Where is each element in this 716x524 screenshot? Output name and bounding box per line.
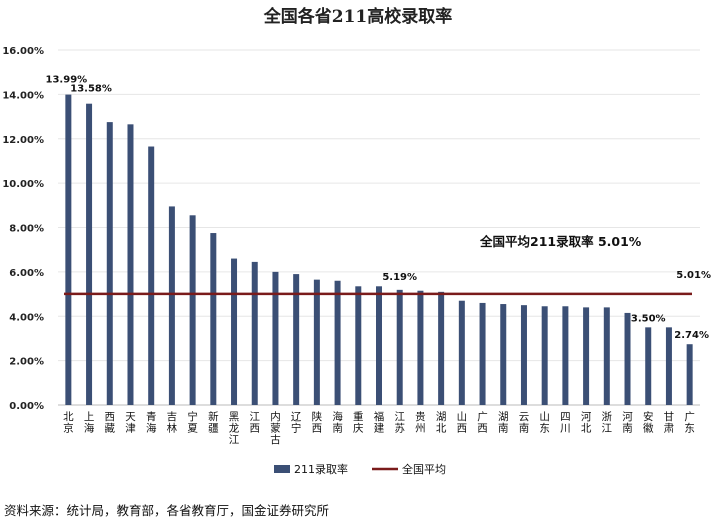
x-tick-label: 山西 [457,411,468,435]
x-tick-label: 黑龙江 [229,411,240,446]
bar [417,290,424,405]
bar [86,103,93,405]
bar [562,306,569,405]
x-axis-labels: 北京上海西藏天津青海吉林宁夏新疆黑龙江江西内蒙古辽宁陕西海南重庆福建江苏贵州湖北… [63,410,695,446]
bar-series [65,94,693,406]
x-tick-label: 青海 [146,410,157,435]
x-tick-label: 安徽 [643,410,654,435]
average-annotation: 全国平均211录取率 5.01% [479,234,642,249]
bar [479,302,486,405]
bar [396,289,403,405]
chart: 全国各省211高校录取率 0.00% 2.00% 4.00% 6.00% 8.00% 10… [2,6,711,476]
bar [583,307,590,405]
gridlines [58,49,700,406]
x-tick-label: 新疆 [208,410,219,435]
x-tick-label: 福建 [374,410,385,435]
bar [168,206,175,405]
x-tick-label: 江西 [249,411,260,435]
y-tick-label: 6.00% [9,268,44,279]
x-tick-label: 吉林 [167,411,178,435]
bar [645,327,652,405]
chart-title: 全国各省211高校录取率 [263,6,453,27]
bar [376,286,382,405]
average-reference: 全国平均211录取率 5.01% 5.01% [64,234,711,296]
bar [127,124,134,405]
bar [251,261,258,405]
y-tick-label: 14.00% [2,90,44,101]
bar [355,286,362,405]
x-tick-label: 湖南 [498,411,509,435]
bar [500,304,507,405]
y-tick-label: 10.00% [2,179,44,190]
legend-label-line: 全国平均 [402,462,446,476]
x-tick-label: 云南 [519,411,530,435]
bar [313,279,320,405]
bar [520,305,527,405]
data-label: 13.58% [70,84,112,95]
x-tick-label: 浙江 [602,411,613,435]
data-label: 3.50% [631,313,666,324]
x-tick-label: 辽宁 [291,411,302,435]
bar [458,300,465,405]
bar [686,344,693,405]
bar [148,146,155,405]
data-label: 2.74% [674,330,709,341]
x-tick-label: 山东 [539,411,550,435]
x-tick-label: 内蒙古 [270,410,281,446]
x-tick-label: 广西 [477,411,488,435]
bar [293,274,300,405]
bar [106,122,113,405]
legend-label-bars: 211录取率 [294,462,348,476]
legend-swatch-bars [274,465,290,473]
bar [210,233,217,405]
x-tick-label: 江苏 [394,411,405,435]
x-tick-label: 重庆 [353,410,364,435]
y-tick-label: 16.00% [2,46,44,57]
x-tick-label: 北京 [63,411,74,435]
average-end-label: 5.01% [676,270,711,281]
x-tick-label: 湖北 [436,411,447,435]
y-tick-label: 12.00% [2,135,44,146]
x-tick-label: 宁夏 [187,410,198,435]
bar [665,327,672,405]
legend: 211录取率 全国平均 [274,462,446,476]
bar [65,94,72,406]
data-label: 13.99% [46,75,88,86]
x-tick-label: 广东 [684,411,695,435]
x-tick-label: 上海 [84,411,95,435]
bar [272,271,279,405]
bar [189,215,196,405]
bar [334,280,341,405]
x-tick-label: 河北 [581,411,592,435]
data-labels: 13.99%13.58% 5.19% 3.50% 2.74% [46,75,709,342]
x-tick-label: 陕西 [312,410,323,435]
x-tick-label: 西藏 [105,411,116,435]
bar [541,306,548,405]
x-tick-label: 甘肃 [664,410,675,435]
x-tick-label: 天津 [125,411,136,435]
x-tick-label: 贵州 [415,410,426,435]
y-tick-label: 0.00% [9,401,44,412]
y-tick-label: 2.00% [9,357,44,368]
x-tick-label: 四川 [560,411,571,435]
bar [603,307,610,405]
bar [624,312,631,405]
bar [231,258,238,405]
x-tick-label: 河南 [622,411,633,435]
data-label: 5.19% [382,272,417,283]
bar [438,291,445,405]
y-tick-label: 4.00% [9,312,44,323]
x-tick-label: 海南 [332,410,343,435]
source-note: 资料来源：统计局，教育部，各省教育厅，国金证券研究所 [4,503,330,518]
y-tick-label: 8.00% [9,224,44,235]
